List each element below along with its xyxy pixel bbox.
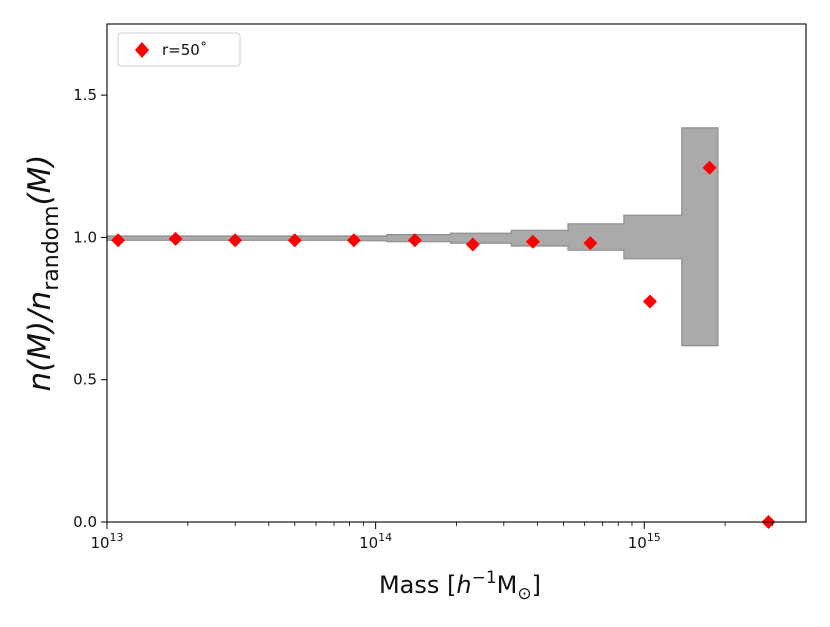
data-point-8 <box>525 234 540 249</box>
x-tick-base: 10 <box>628 534 647 552</box>
x-tick-label: 1015 <box>628 531 661 552</box>
legend-marker <box>135 42 149 58</box>
y-tick-label: 0.0 <box>73 513 97 531</box>
data-point-5 <box>346 233 361 248</box>
x-tick-label: 1014 <box>359 531 392 552</box>
x-axis-title: Mass [h−1M⊙] <box>379 568 541 604</box>
data-point-4 <box>287 233 302 248</box>
data-point-1 <box>111 233 126 248</box>
data-point-3 <box>228 233 243 248</box>
y-tick-label: 0.5 <box>73 371 97 389</box>
legend-box <box>117 32 241 67</box>
data-point-10 <box>642 294 657 309</box>
data-point-6 <box>407 233 422 248</box>
points-layer <box>111 160 776 529</box>
y-tick-label: 1.5 <box>73 86 97 104</box>
legend-label: r=50˚ <box>162 41 207 59</box>
x-tick-exp: 15 <box>647 531 661 544</box>
x-tick-base: 10 <box>359 534 378 552</box>
x-tick-exp: 14 <box>378 531 392 544</box>
x-tick-exp: 13 <box>110 531 124 544</box>
data-point-9 <box>583 236 598 251</box>
data-point-11 <box>702 160 717 175</box>
legend: r=50˚ <box>117 32 241 67</box>
data-point-7 <box>465 237 480 252</box>
x-tick-label: 1013 <box>90 531 123 552</box>
data-point-2 <box>168 231 183 246</box>
y-tick-label: 1.0 <box>73 228 97 246</box>
x-tick-base: 10 <box>90 534 109 552</box>
y-axis-title: n(M)/nrandom(M) <box>22 155 64 392</box>
